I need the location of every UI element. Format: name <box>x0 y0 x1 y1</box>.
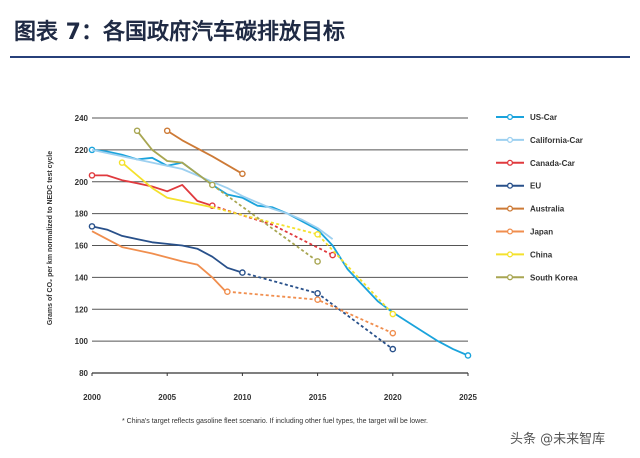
legend-marker-eu <box>506 182 514 189</box>
y-axis-label: Grams of CO₂ per km normalized to NEDC t… <box>47 151 54 325</box>
x-tick-label: 2010 <box>234 393 252 402</box>
china-point <box>118 159 126 166</box>
series-california-car <box>91 149 334 240</box>
japan-point <box>314 296 321 303</box>
y-tick-label: 240 <box>75 114 89 123</box>
japan-point <box>389 329 397 337</box>
x-tick-label: 2000 <box>83 393 101 402</box>
series-china <box>118 159 397 318</box>
eu-point <box>389 345 397 353</box>
japan-point <box>224 288 231 296</box>
south-korea-actual-line <box>136 130 213 186</box>
south-korea-point <box>209 181 216 189</box>
legend-label-eu: EU <box>530 182 541 191</box>
series-australia <box>163 127 246 178</box>
china-point <box>314 231 321 238</box>
x-axis-ticks: 2000 2005 2010 2015 2020 2025 <box>83 373 477 402</box>
australia-actual-line <box>166 130 243 175</box>
x-tick-label: 2025 <box>459 393 477 402</box>
south-korea-point <box>133 127 141 135</box>
legend-marker-japan <box>506 228 514 235</box>
legend-label-south-korea: South Korea <box>530 273 578 282</box>
legend-label-canada-car: Canada-Car <box>530 159 575 168</box>
legend-marker-south-korea <box>506 274 514 281</box>
series-eu <box>88 223 397 353</box>
eu-point <box>88 223 96 230</box>
japan-target-line <box>227 290 394 335</box>
legend-label-australia: Australia <box>530 205 565 214</box>
watermark: 头条 @未来智库 <box>510 432 606 447</box>
legend-marker-australia <box>506 205 514 212</box>
y-axis-ticks: 80 100 120 140 160 180 200 220 240 <box>75 114 89 378</box>
canada-car-point <box>88 172 96 179</box>
legend-label-us-car: US-Car <box>530 113 557 122</box>
eu-target-line <box>242 271 394 350</box>
x-tick-label: 2020 <box>384 393 402 402</box>
california-car-actual-line <box>91 149 334 240</box>
y-tick-label: 220 <box>75 146 89 155</box>
figure-title: 图表 7：各国政府汽车碳排放目标 <box>14 20 345 45</box>
series-canada-car <box>88 172 336 259</box>
legend-marker-canada-car <box>506 159 514 166</box>
y-tick-label: 140 <box>75 273 89 282</box>
y-tick-label: 80 <box>79 369 88 378</box>
grid-lines <box>92 117 468 374</box>
south-korea-point <box>314 258 321 265</box>
australia-point <box>163 127 171 135</box>
series-japan <box>91 230 397 337</box>
canada-car-actual-line <box>92 174 213 207</box>
footnote: * China's target reflects gasoline fleet… <box>122 418 429 425</box>
y-tick-label: 200 <box>75 178 89 187</box>
china-point <box>389 310 397 318</box>
japan-actual-line <box>91 230 229 294</box>
series-lines <box>88 127 472 359</box>
x-tick-label: 2015 <box>309 393 327 402</box>
canada-car-point <box>329 251 336 259</box>
eu-point <box>239 269 246 276</box>
us-car-point <box>464 352 472 359</box>
canada-car-target-line <box>212 204 334 256</box>
y-tick-label: 180 <box>75 210 89 219</box>
china-target-line <box>212 206 394 315</box>
legend-label-california-car: California-Car <box>530 136 583 145</box>
x-tick-label: 2005 <box>158 393 176 402</box>
legend-marker-china <box>506 251 514 258</box>
y-tick-label: 100 <box>75 337 89 346</box>
china-actual-line <box>121 161 213 209</box>
legend-label-japan: Japan <box>530 228 553 237</box>
y-tick-label: 160 <box>75 242 89 251</box>
legend-marker-california-car <box>506 136 514 143</box>
legend-label-china: China <box>530 250 553 259</box>
eu-actual-line <box>91 225 243 274</box>
legend-marker-us-car <box>506 113 514 121</box>
legend: US-Car California-Car Canada-Car EU Australi… <box>496 113 583 282</box>
series-south-korea <box>133 127 321 265</box>
title-rule <box>10 56 630 58</box>
australia-point <box>239 170 246 178</box>
eu-point <box>314 290 321 297</box>
y-tick-label: 120 <box>75 305 89 314</box>
